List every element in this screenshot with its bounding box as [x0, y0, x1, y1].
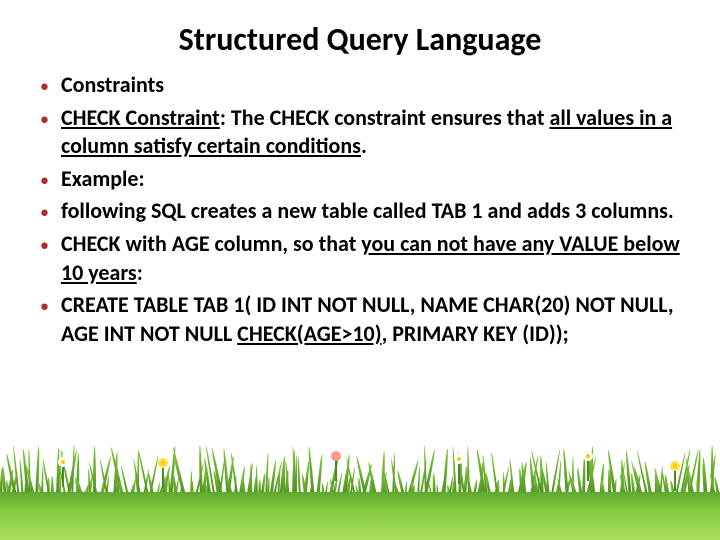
bullet-text: CHECK Constraint: The CHECK constraint e…	[61, 104, 680, 161]
text-plain: CHECK with AGE column, so that	[61, 230, 361, 257]
bullet-text: CHECK with AGE column, so that you can n…	[61, 230, 680, 287]
bullet-item: • following SQL creates a new table call…	[40, 197, 680, 226]
bullet-text: CREATE TABLE TAB 1( ID INT NOT NULL, NAM…	[61, 291, 680, 348]
bullet-icon: •	[40, 169, 49, 194]
bullet-item: • Constraints	[40, 71, 680, 100]
bullet-icon: •	[40, 201, 49, 226]
slide-title: Structured Query Language	[40, 20, 680, 59]
bullet-item: • Example:	[40, 165, 680, 194]
bullet-list: • Constraints • CHECK Constraint: The CH…	[40, 71, 680, 348]
bullet-icon: •	[40, 75, 49, 100]
text-plain: , PRIMARY KEY (ID));	[382, 320, 569, 347]
text-plain: .	[361, 132, 367, 159]
bullet-text: Constraints	[61, 71, 164, 100]
bullet-text: following SQL creates a new table called…	[61, 197, 674, 226]
bullet-icon: •	[40, 108, 49, 161]
bullet-icon: •	[40, 295, 49, 348]
text-plain: :	[137, 259, 143, 286]
bullet-item: • CHECK with AGE column, so that you can…	[40, 230, 680, 287]
text-plain: : The CHECK constraint ensures that	[220, 104, 550, 131]
text-underline: CHECK Constraint	[61, 104, 220, 131]
grass-base	[0, 492, 720, 540]
bullet-item: • CHECK Constraint: The CHECK constraint…	[40, 104, 680, 161]
bullet-text: Example:	[61, 165, 145, 194]
bullet-item: • CREATE TABLE TAB 1( ID INT NOT NULL, N…	[40, 291, 680, 348]
text-underline: CHECK(AGE>10)	[237, 320, 381, 347]
bullet-icon: •	[40, 234, 49, 287]
slide: Structured Query Language • Constraints …	[0, 0, 720, 540]
grass-decoration	[0, 445, 720, 540]
